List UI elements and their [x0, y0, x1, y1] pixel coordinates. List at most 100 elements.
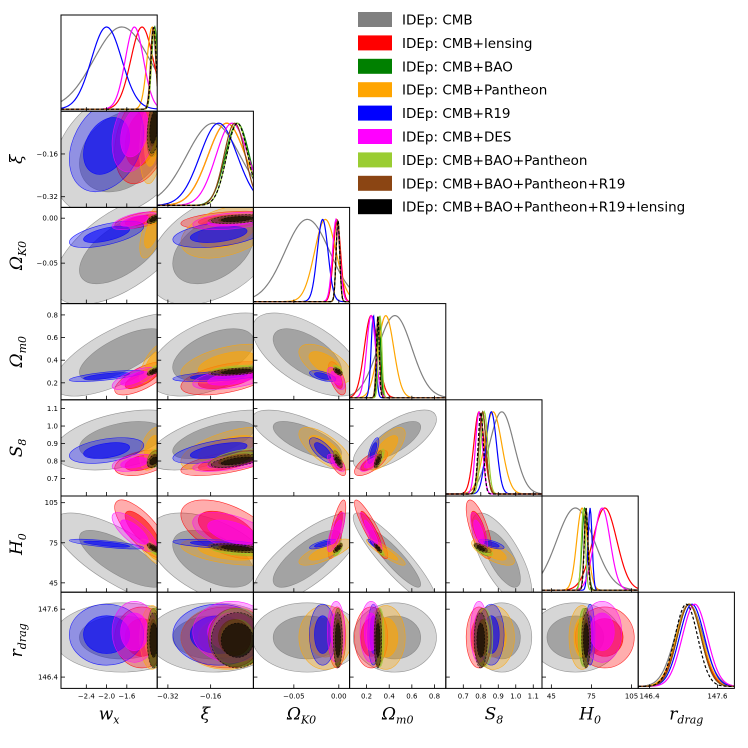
- legend-swatch-6: [358, 152, 392, 168]
- y-tick-label-s8: 1.0: [47, 423, 58, 431]
- x-tick-label-omm: 0.2: [361, 692, 372, 700]
- contour-68-8: [375, 545, 381, 552]
- marginal-line-3: [349, 314, 446, 399]
- panel-omm-vs-xi: [157, 312, 254, 397]
- marginal-line-8: [542, 507, 639, 591]
- panel-s8-vs-xi: [157, 409, 254, 476]
- x-axis-label-rd: rdrag: [669, 704, 703, 726]
- marginal-line-8: [638, 603, 735, 687]
- panel-omk-vs-wx: [61, 207, 158, 304]
- contour-68-3: [308, 543, 343, 561]
- y-tick-label-xi: −0.16: [37, 150, 59, 158]
- contour-68-5: [473, 519, 485, 545]
- legend-label-2: IDEp: CMB+BAO: [402, 59, 513, 75]
- contour-68-4: [83, 372, 130, 380]
- contour-68-4: [369, 442, 378, 459]
- x-tick-label-wx: −1.6: [118, 692, 136, 700]
- marginal-line-6: [638, 603, 735, 687]
- y-tick-label-omm: 0.2: [47, 379, 58, 387]
- panel-frame: [637, 591, 735, 689]
- y-tick-label-rd: 146.4: [38, 674, 59, 682]
- marginal-line-4: [638, 603, 735, 687]
- panel-omm-vs-omk: [253, 312, 350, 397]
- legend-label-8: IDEp: CMB+BAO+Pantheon+R19+lensing: [402, 200, 685, 216]
- contour-68-8: [334, 456, 341, 466]
- marginal-line-0: [349, 315, 446, 398]
- marginal-line-8: [253, 218, 350, 303]
- legend-label-5: IDEp: CMB+DES: [402, 130, 511, 146]
- marginal-rd: [638, 603, 735, 687]
- marginal-line-6: [157, 122, 254, 206]
- panel-h0-vs-s8: [465, 499, 533, 593]
- legend-label-6: IDEp: CMB+BAO+Pantheon: [402, 153, 588, 169]
- marginal-omk: [253, 217, 350, 303]
- panel-h0-vs-xi: [157, 499, 254, 593]
- contour-68-8: [149, 368, 158, 375]
- y-tick-label-omm: 0.4: [47, 357, 59, 365]
- contour-68-8: [149, 622, 158, 658]
- contour-68-5: [589, 612, 615, 652]
- x-axis-label-s8: S8: [485, 704, 504, 726]
- contour-68-0: [79, 328, 158, 381]
- panel-h0-vs-omk: [253, 499, 350, 593]
- marginal-line-1: [638, 603, 735, 687]
- legend-label-1: IDEp: CMB+lensing: [402, 36, 533, 52]
- y-tick-label-s8: 1.1: [47, 405, 58, 413]
- x-tick-label-omk: −0.05: [283, 692, 304, 700]
- y-tick-label-s8: 0.8: [47, 458, 58, 466]
- marginal-line-3: [638, 603, 735, 687]
- marginal-line-8: [157, 122, 254, 206]
- x-tick-label-rd: 146.4: [639, 692, 660, 700]
- marginal-line-8: [445, 410, 542, 495]
- marginal-line-5: [349, 314, 446, 399]
- legend-swatch-3: [358, 82, 392, 98]
- contour-68-8: [583, 622, 590, 658]
- marginal-line-3: [61, 26, 158, 110]
- y-tick-label-h0: 105: [45, 499, 58, 507]
- marginal-line-5: [157, 122, 254, 206]
- marginal-wx: [61, 25, 158, 110]
- x-tick-label-rd: 147.6: [707, 692, 728, 700]
- contour-68-8: [220, 622, 254, 658]
- legend-swatch-8: [358, 199, 392, 215]
- marginal-line-0: [61, 26, 158, 103]
- x-tick-label-h0: 75: [587, 692, 596, 700]
- marginal-line-3: [157, 122, 254, 206]
- y-tick-label-rd: 147.6: [38, 606, 59, 614]
- marginal-s8: [445, 410, 542, 495]
- contour-68-8: [375, 622, 381, 658]
- contour-68-4: [314, 442, 332, 459]
- marginal-line-7: [638, 603, 735, 687]
- panel-rd-vs-omk: [253, 601, 350, 673]
- contour-68-8: [220, 545, 254, 552]
- y-tick-label-s8: 0.9: [47, 440, 58, 448]
- marginal-line-1: [349, 314, 446, 399]
- legend-label-7: IDEp: CMB+BAO+Pantheon+R19: [402, 176, 625, 192]
- contour-68-8: [149, 545, 158, 552]
- y-tick-label-h0: 45: [49, 579, 58, 587]
- contour-68-5: [363, 519, 379, 545]
- contour-68-8: [334, 622, 341, 658]
- panel-s8-vs-omk: [253, 409, 350, 476]
- marginal-line-0: [253, 218, 350, 298]
- x-axis-label-xi: ξ: [201, 704, 212, 724]
- contour-68-5: [120, 612, 149, 652]
- panel-rd-vs-wx: [61, 601, 158, 673]
- marginal-line-0: [157, 122, 254, 197]
- contour-68-5: [330, 519, 342, 545]
- marginal-line-5: [638, 603, 735, 687]
- y-axis-label-omm: Ωm0: [7, 336, 29, 369]
- x-tick-label-xi: −0.16: [200, 692, 222, 700]
- marginal-h0: [542, 506, 639, 591]
- marginal-line-0: [638, 603, 735, 687]
- x-tick-label-s8: 1.0: [510, 692, 521, 700]
- marginal-line-1: [253, 218, 350, 303]
- legend-label-4: IDEp: CMB+R19: [402, 106, 511, 122]
- marginal-line-2: [157, 122, 254, 206]
- x-tick-label-omk: 0.00: [331, 692, 347, 700]
- contour-68-8: [149, 216, 158, 223]
- x-tick-label-h0: 45: [547, 692, 556, 700]
- x-axis-label-omk: ΩK0: [286, 704, 316, 726]
- marginal-line-8: [61, 26, 158, 110]
